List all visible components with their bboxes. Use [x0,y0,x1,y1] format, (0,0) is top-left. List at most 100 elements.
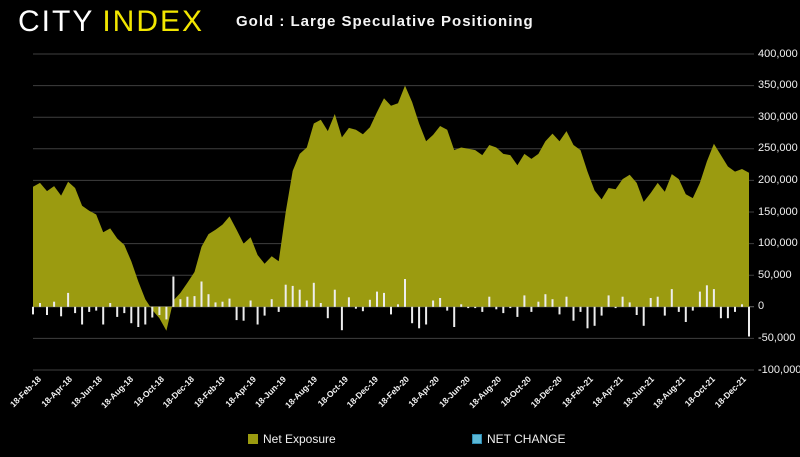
net-change-bar [116,306,119,317]
net-change-bar [39,303,41,307]
net-change-bar [600,306,603,316]
legend-item-net-exposure: Net Exposure [248,432,336,446]
net-change-bar [418,306,421,329]
net-exposure-swatch-icon [248,434,258,444]
y-axis-tick-label: 150,000 [758,205,798,218]
net-change-bar [586,306,589,329]
net-change-bar [326,306,329,319]
net-change-bar [53,301,56,307]
net-change-bar [95,306,98,311]
net-change-bar [376,291,378,307]
net-change-bar [354,306,357,309]
net-change-bar [530,306,533,312]
net-change-bar [593,306,596,326]
net-change-bar [656,296,659,307]
net-change-bar [235,306,238,321]
net-change-bar [130,306,133,324]
net-change-bar [565,296,568,307]
net-change-bar [698,291,701,307]
net-change-bar [474,306,477,309]
net-change-bar [270,299,273,307]
net-change-bar [404,279,406,307]
net-change-bar [214,302,217,307]
net-change-bar [614,306,617,309]
net-change-bar [165,306,168,320]
net-change-bar [60,306,63,317]
net-change-bar [151,306,154,318]
net-change-bar [748,306,750,337]
net-change-bar [74,306,77,314]
net-change-bar [277,306,280,312]
net-change-bar [439,298,442,307]
net-change-bar [263,306,266,316]
net-change-bar [579,306,582,312]
net-change-bar [284,284,287,307]
net-change-bar [46,306,48,315]
net-change-bar [228,298,231,307]
net-exposure-legend-label: Net Exposure [263,432,336,446]
net-change-bar [242,306,245,321]
net-change-bar [719,306,722,319]
net-change-bar [509,306,512,309]
net-change-bar [67,292,70,307]
y-axis-tick-label: -50,000 [758,331,796,344]
city-index-logo: CITY INDEX [18,5,204,39]
net-change-bar [691,306,694,311]
net-change-bar [298,289,301,307]
net-change-bar [390,306,392,315]
net-change-bar [333,289,336,307]
net-change-bar [383,292,385,307]
net-change-bar [642,306,645,326]
net-change-bar [635,306,638,315]
net-change-bar [705,285,708,307]
net-change-bar [179,299,182,307]
logo-word-index: INDEX [102,5,205,38]
net-exposure-area [33,85,749,331]
net-change-bar [425,306,428,325]
y-axis-tick-label: 250,000 [758,142,798,155]
net-change-bar [488,296,491,307]
net-change-swatch-icon [472,434,482,444]
net-change-bar [368,299,371,307]
y-axis-tick-label: 350,000 [758,79,798,92]
net-change-bar [607,295,610,307]
net-change-bar [172,276,175,307]
net-change-bar [137,306,140,327]
net-change-bar [81,306,84,325]
y-axis-tick-label: 200,000 [758,173,798,186]
net-change-bar [558,306,561,315]
y-axis-tick-label: 50,000 [758,268,792,281]
net-change-bar [741,304,743,307]
net-change-bar [291,285,294,307]
y-axis-tick-label: 100,000 [758,237,798,250]
chart-plot-area [32,53,754,371]
net-change-bar [88,306,91,312]
net-change-bar [516,306,519,317]
net-change-bar [677,306,680,312]
net-change-bar [397,304,399,307]
legend-item-net-change: NET CHANGE [472,432,566,446]
net-change-bar [670,289,673,307]
net-change-bar [340,306,343,331]
net-change-bar [726,306,729,319]
net-change-bar [312,282,315,307]
net-change-bar [347,297,350,307]
net-change-legend-label: NET CHANGE [487,432,566,446]
net-change-bar [200,281,203,307]
net-change-bar [109,303,112,307]
net-change-bar [537,301,540,307]
net-change-bar [193,296,196,307]
net-change-bar [453,306,456,327]
net-change-bar [628,302,631,307]
net-change-bar [551,299,554,307]
net-change-bar [256,306,259,325]
net-change-bar [684,306,687,322]
net-change-bar [305,300,308,307]
net-change-bar [523,295,526,307]
net-change-bar [663,306,666,316]
logo-word-city: CITY [18,5,95,38]
net-change-bar [186,296,189,307]
net-change-bar [446,306,449,311]
net-change-bar [123,306,126,314]
net-change-bar [158,306,161,315]
